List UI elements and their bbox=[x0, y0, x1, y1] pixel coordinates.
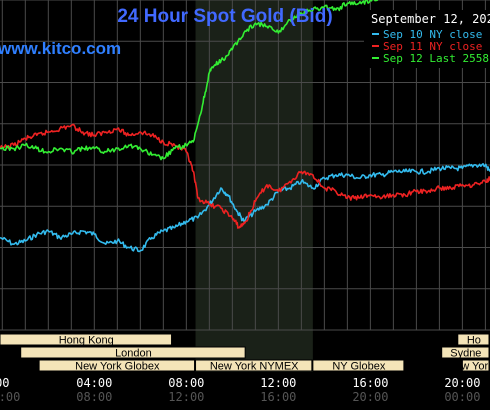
x-tick-label: 08:00 bbox=[168, 376, 204, 390]
session-label: New York G bbox=[447, 361, 490, 373]
session-bar bbox=[312, 359, 405, 372]
series-lines bbox=[0, 0, 490, 253]
session-bars: Hong Kong Ho London Sydne New York Globex New… bbox=[0, 333, 490, 373]
session-label: Hong Kong bbox=[59, 335, 114, 347]
legend-date: September 12, 2025 bbox=[371, 12, 490, 26]
session-label: London bbox=[115, 348, 152, 360]
session-bar bbox=[195, 359, 313, 372]
source-url: www.kitco.com bbox=[0, 39, 121, 58]
x-tick-label: 12:00 bbox=[260, 376, 296, 390]
x-axis-ticks: 0004:0004:0008:0008:0012:0012:0016:0016:… bbox=[0, 376, 480, 404]
series-line-0 bbox=[0, 163, 490, 253]
session-bar bbox=[457, 333, 490, 346]
session-label: NY Globex bbox=[332, 361, 385, 373]
legend-label: Sep 12 Last 2558.70 bbox=[383, 52, 490, 65]
session-bar bbox=[20, 346, 246, 359]
x-tick-label: 16:00 bbox=[352, 376, 388, 390]
x-tick-label-secondary: 20:00 bbox=[352, 390, 388, 404]
x-tick-label-secondary: 16:00 bbox=[260, 390, 296, 404]
session-label: Sydne bbox=[450, 348, 481, 360]
x-tick-label: 00 bbox=[0, 376, 10, 390]
legend-label: Sep 10 NY close bbox=[383, 28, 482, 41]
session-bar bbox=[0, 333, 173, 346]
x-tick-label-secondary: 04:00 bbox=[0, 390, 20, 404]
session-label: New York NYMEX bbox=[210, 361, 299, 373]
session-bar bbox=[441, 346, 490, 359]
session-bar bbox=[461, 359, 490, 372]
x-tick-label: 04:00 bbox=[76, 376, 112, 390]
session-label: Ho bbox=[467, 335, 481, 347]
x-tick-label-secondary: 08:00 bbox=[76, 390, 112, 404]
nymex-shaded-region bbox=[195, 0, 313, 372]
session-bar bbox=[38, 359, 196, 372]
x-tick-label-secondary: 12:00 bbox=[168, 390, 204, 404]
session-label: New York Globex bbox=[75, 361, 160, 373]
series-line-2 bbox=[0, 0, 381, 161]
chart-title: 24 Hour Spot Gold (Bid) bbox=[117, 6, 332, 27]
legend-background bbox=[364, 10, 490, 68]
x-tick-label: 20:00 bbox=[444, 376, 480, 390]
x-tick-label-secondary: 00:00 bbox=[444, 390, 480, 404]
series-line-1 bbox=[0, 123, 490, 229]
legend-label: Sep 11 NY close bbox=[383, 40, 482, 53]
